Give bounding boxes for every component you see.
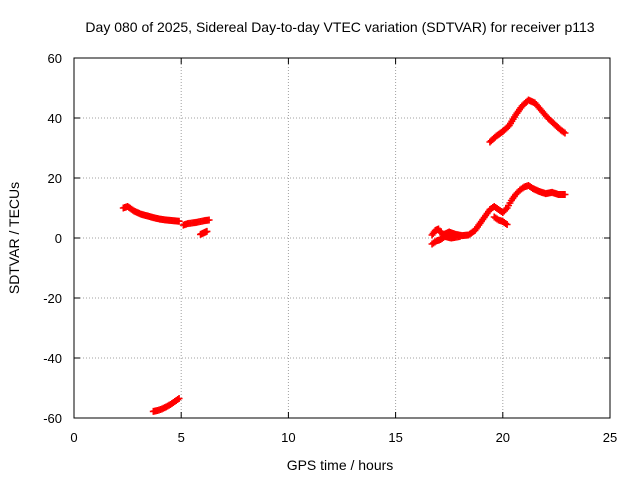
x-tick-label: 10 bbox=[281, 430, 295, 445]
data-point bbox=[561, 129, 569, 137]
x-tick-label: 25 bbox=[603, 430, 617, 445]
data-point bbox=[205, 216, 213, 224]
x-tick-label: 15 bbox=[388, 430, 402, 445]
y-tick-label: -60 bbox=[43, 411, 62, 426]
x-tick-label: 0 bbox=[70, 430, 77, 445]
y-tick-label: 40 bbox=[48, 111, 62, 126]
data-point bbox=[174, 396, 182, 403]
data-point bbox=[456, 233, 464, 240]
grid bbox=[74, 58, 610, 418]
y-axis-label: SDTVAR / TECUs bbox=[6, 182, 22, 294]
series-segment-d bbox=[149, 395, 183, 415]
series-segment-h bbox=[486, 96, 569, 146]
series-segment-f bbox=[428, 233, 464, 248]
data-point bbox=[175, 395, 183, 402]
y-tick-label: 60 bbox=[48, 51, 62, 66]
data-point bbox=[560, 128, 568, 136]
x-tick-label: 5 bbox=[178, 430, 185, 445]
y-tick-label: -40 bbox=[43, 351, 62, 366]
series-segment-e bbox=[428, 182, 569, 240]
y-tick-label: 20 bbox=[48, 171, 62, 186]
data-points bbox=[119, 96, 569, 415]
data-point bbox=[203, 227, 211, 235]
x-tick-label: 20 bbox=[496, 430, 510, 445]
series-segment-b bbox=[179, 216, 213, 229]
chart-title: Day 080 of 2025, Sidereal Day-to-day VTE… bbox=[85, 19, 594, 35]
data-point bbox=[502, 220, 510, 227]
series-segment-a bbox=[119, 203, 183, 225]
data-point bbox=[502, 206, 510, 213]
data-point bbox=[561, 191, 569, 198]
y-tick-label: 0 bbox=[55, 231, 62, 246]
axis-ticks: 0 5 10 15 20 25 -60 -40 -20 0 20 40 60 bbox=[43, 51, 617, 445]
x-axis-label: GPS time / hours bbox=[287, 457, 394, 473]
series-segment-c bbox=[196, 227, 211, 238]
data-point bbox=[175, 217, 183, 225]
y-tick-label: -20 bbox=[43, 291, 62, 306]
series-segment-g bbox=[490, 213, 511, 228]
data-point bbox=[503, 221, 511, 228]
